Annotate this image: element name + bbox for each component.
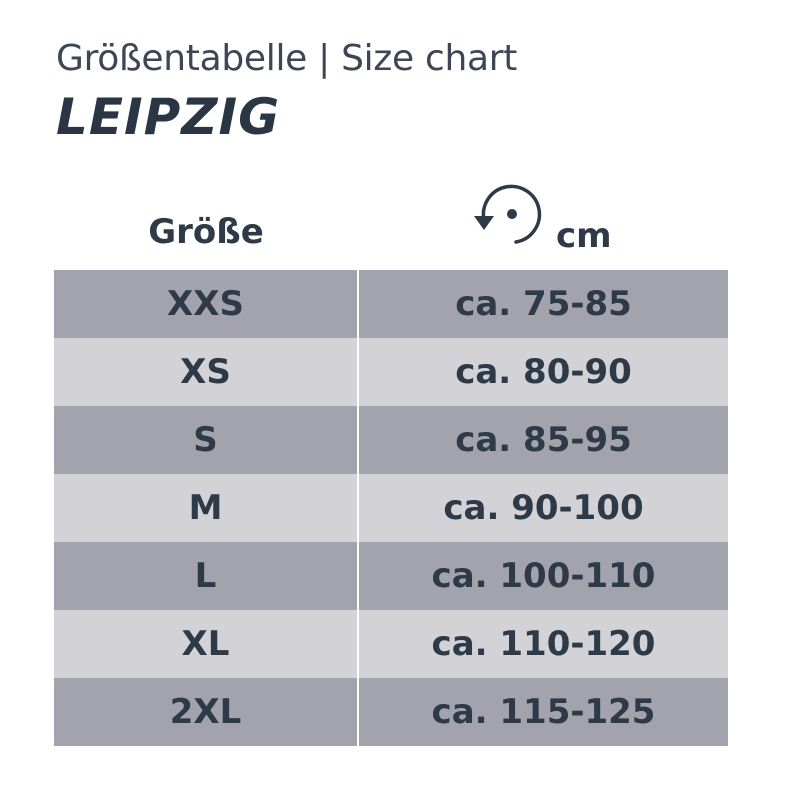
table-row: XXS ca. 75-85 <box>54 270 728 338</box>
table-row: M ca. 90-100 <box>54 474 728 542</box>
measure-column-header: cm <box>556 216 612 256</box>
size-table: XXS ca. 75-85 XS ca. 80-90 S ca. 85-95 M… <box>54 270 728 746</box>
size-cell: L <box>54 542 359 610</box>
page-subtitle: Größentabelle | Size chart <box>56 38 518 79</box>
table-row: 2XL ca. 115-125 <box>54 678 728 746</box>
range-cell: ca. 100-110 <box>431 556 656 596</box>
range-cell: ca. 110-120 <box>431 624 656 664</box>
page-title: LEIPZIG <box>56 88 281 146</box>
size-cell: XS <box>54 338 359 406</box>
table-row: S ca. 85-95 <box>54 406 728 474</box>
table-row: XS ca. 80-90 <box>54 338 728 406</box>
range-cell: ca. 75-85 <box>455 284 632 324</box>
size-column-header: Größe <box>148 212 264 252</box>
size-cell: XL <box>54 610 359 678</box>
table-row: XL ca. 110-120 <box>54 610 728 678</box>
range-cell: ca. 85-95 <box>455 420 632 460</box>
size-cell: S <box>54 406 359 474</box>
size-cell: M <box>54 474 359 542</box>
range-cell: ca. 80-90 <box>455 352 632 392</box>
circumference-icon <box>474 184 542 244</box>
range-cell: ca. 90-100 <box>443 488 644 528</box>
size-cell: 2XL <box>54 678 359 746</box>
range-cell: ca. 115-125 <box>431 692 656 732</box>
size-cell: XXS <box>54 270 359 338</box>
table-row: L ca. 100-110 <box>54 542 728 610</box>
